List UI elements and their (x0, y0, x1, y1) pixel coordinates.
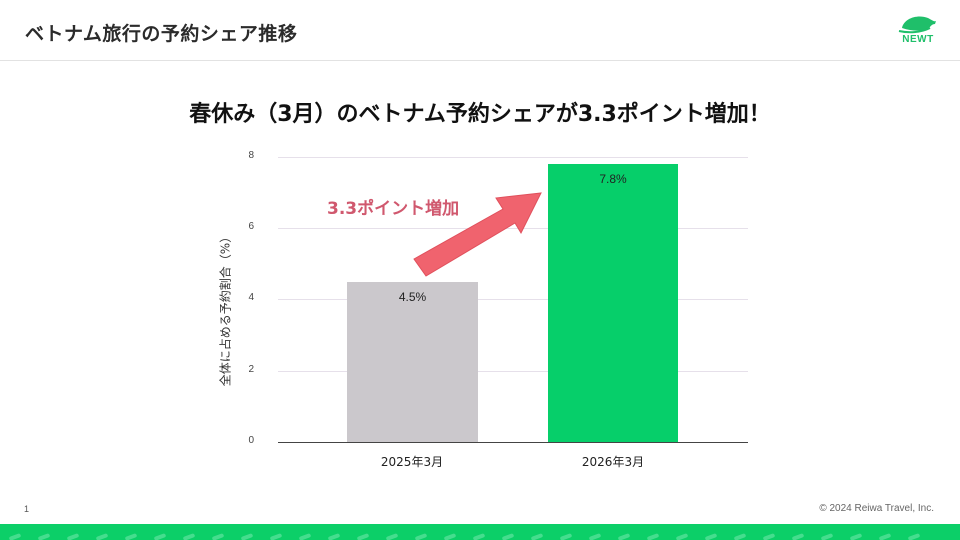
header-title: ベトナム旅行の予約シェア推移 (25, 23, 298, 45)
bar-value-label: 4.5% (398, 290, 427, 304)
gridline-8 (278, 157, 748, 158)
x-tick-2025: 2025年3月 (380, 455, 444, 469)
x-tick-2026: 2026年3月 (581, 455, 645, 469)
gridline-2 (278, 371, 748, 372)
increase-annotation: 3.3ポイント増加 (327, 199, 460, 219)
logo-text: NEWT (902, 34, 934, 45)
copyright: © 2024 Reiwa Travel, Inc. (819, 503, 934, 514)
gridline-6 (278, 228, 748, 229)
page-number: 1 (24, 504, 30, 514)
y-tick-4: 4 (248, 292, 254, 303)
header-divider (0, 60, 960, 61)
headline: 春休み（3月）のベトナム予約シェアが3.3ポイント増加！ (189, 102, 771, 127)
bar-2026-march: 7.8% (548, 164, 678, 442)
y-tick-6: 6 (248, 221, 254, 232)
x-axis-line (278, 442, 748, 443)
bar-value-label: 7.8% (599, 172, 627, 186)
bar-2025-march: 4.5% (347, 282, 478, 442)
y-tick-8: 8 (248, 150, 254, 161)
turtle-leaf-icon (898, 16, 936, 34)
y-tick-0: 0 (248, 435, 254, 446)
newt-logo: NEWT (896, 12, 940, 48)
footer-band (0, 524, 960, 540)
gridline-4 (278, 299, 748, 300)
y-tick-2: 2 (248, 364, 254, 375)
